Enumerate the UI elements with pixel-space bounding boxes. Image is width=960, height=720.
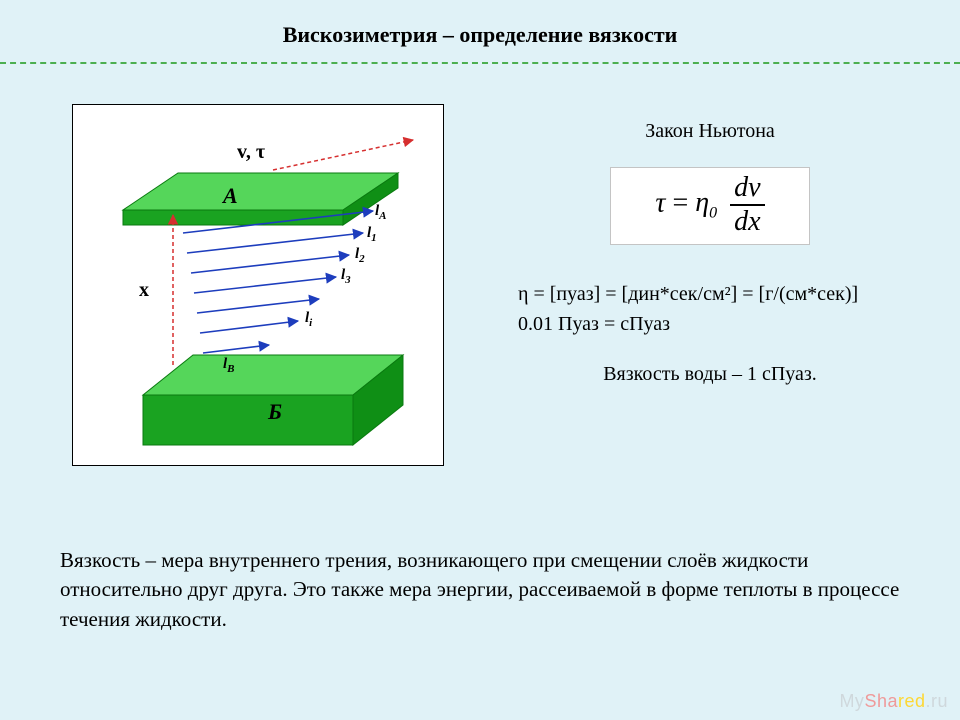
watermark-pre: My <box>839 691 864 711</box>
divider <box>0 62 960 64</box>
label-A: А <box>223 183 238 209</box>
v-arrow <box>273 140 413 170</box>
formula-den: dx <box>730 206 764 236</box>
body-text: Вязкость – мера внутреннего трения, возн… <box>60 546 900 634</box>
label-lA: lA <box>375 203 387 222</box>
watermark-yellow: red <box>898 691 926 711</box>
label-v: v, τ <box>237 141 265 164</box>
formula-fraction: dv dx <box>730 174 764 236</box>
units-line1: η = [пуаз] = [дин*сек/см²] = [г/(см*сек)… <box>518 283 858 305</box>
formula: τ = η0 dv dx <box>610 167 810 245</box>
label-l1: l1 <box>367 225 377 244</box>
formula-lhs: τ <box>655 187 665 218</box>
label-l2: l2 <box>355 246 365 265</box>
formula-num: dv <box>730 174 764 206</box>
law-title: Закон Ньютона <box>510 120 910 143</box>
units-block: η = [пуаз] = [дин*сек/см²] = [г/(см*сек)… <box>510 279 910 339</box>
formula-eq: = <box>672 187 695 218</box>
units-line2: 0.01 Пуаз = сПуаз <box>518 313 670 335</box>
watermark-red: Sha <box>864 691 898 711</box>
formula-eta: η0 <box>695 187 717 218</box>
figure: v, τ А Б x lA l1 l2 l3 li lB <box>72 104 444 466</box>
watermark: MyShared.ru <box>839 691 948 712</box>
page-title: Вискозиметрия – определение вязкости <box>0 0 960 48</box>
right-column: Закон Ньютона τ = η0 dv dx η = [пуаз] = … <box>510 120 910 386</box>
label-li: li <box>305 310 312 329</box>
label-l3: l3 <box>341 267 351 286</box>
block-a <box>123 173 398 225</box>
water-viscosity: Вязкость воды – 1 сПуаз. <box>510 363 910 386</box>
watermark-post: .ru <box>925 691 948 711</box>
label-x: x <box>139 279 149 302</box>
label-B: Б <box>268 399 282 425</box>
label-lB: lB <box>223 356 235 375</box>
